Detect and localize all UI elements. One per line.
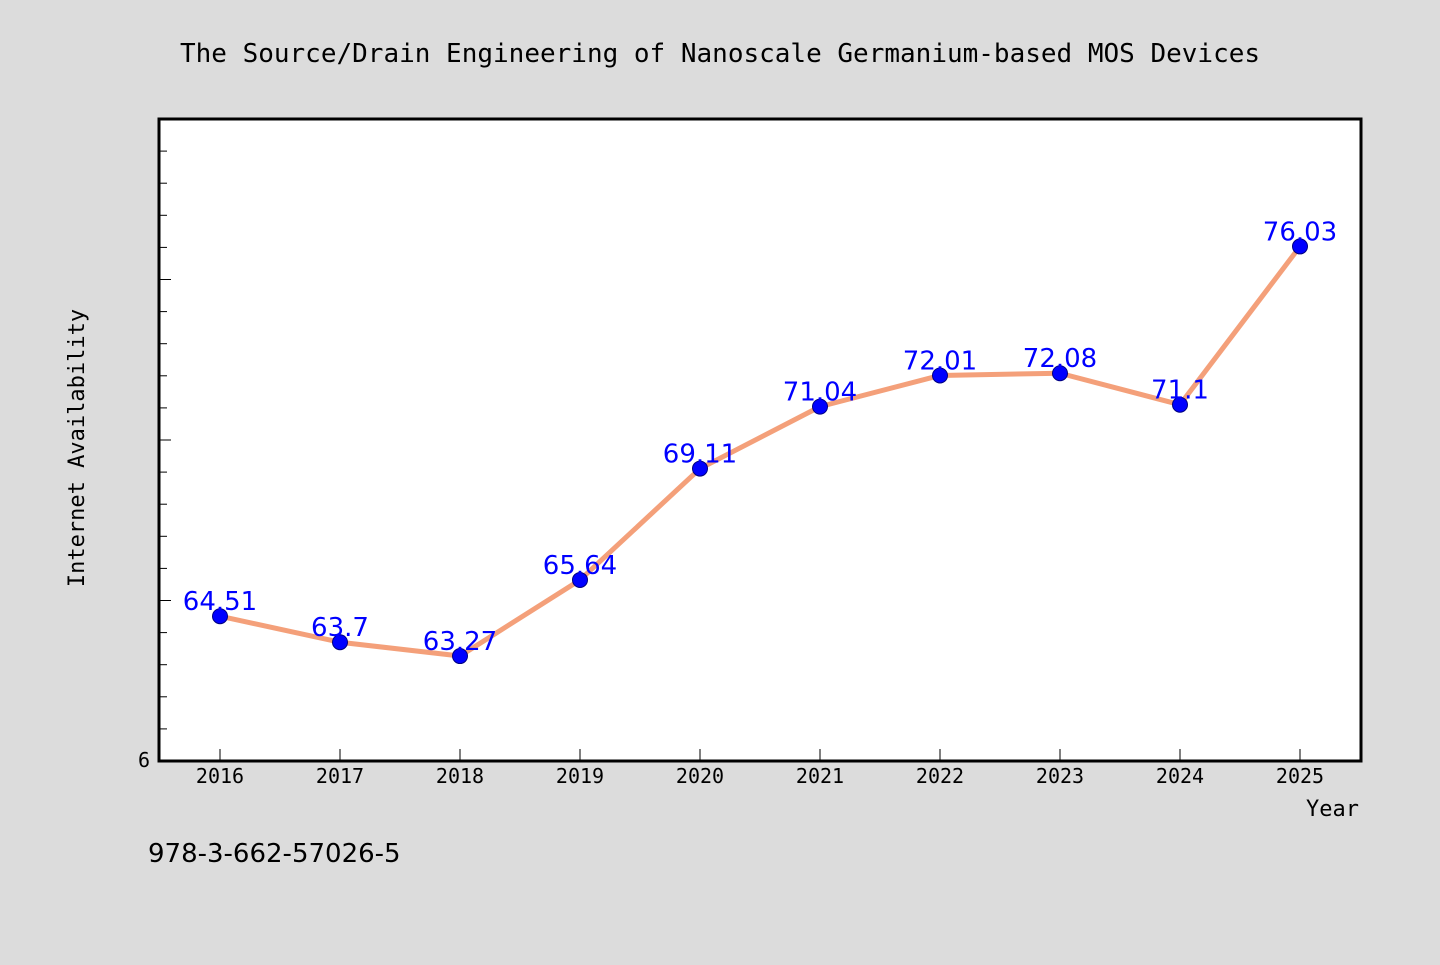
data-point bbox=[1052, 365, 1068, 382]
data-point bbox=[452, 648, 468, 665]
x-tick-label: 2018 bbox=[436, 764, 484, 788]
data-point bbox=[692, 460, 708, 477]
data-label: 76.03 bbox=[1263, 217, 1337, 247]
x-tick-label: 2019 bbox=[556, 764, 604, 788]
data-label: 65.64 bbox=[543, 551, 617, 581]
series-line-group bbox=[217, 243, 1303, 659]
isbn-text: 978-3-662-57026-5 bbox=[148, 839, 401, 869]
data-point bbox=[1172, 396, 1188, 413]
x-tick-label: 2025 bbox=[1276, 764, 1324, 788]
data-labels-group: 64.51 63.7 63.27 65.64 69.11 71.04 72.01 72.08 7… bbox=[183, 217, 1337, 657]
data-point bbox=[812, 398, 828, 415]
data-label: 71.1 bbox=[1151, 376, 1209, 406]
x-tick-label: 2017 bbox=[316, 764, 364, 788]
x-axis-ticks bbox=[219, 749, 1301, 761]
x-tick-label: 2024 bbox=[1156, 764, 1204, 788]
y-axis-ticks bbox=[159, 118, 171, 762]
data-point bbox=[1292, 238, 1308, 255]
data-label: 63.7 bbox=[311, 613, 369, 643]
series-line bbox=[217, 243, 1303, 659]
x-tick-label: 2022 bbox=[916, 764, 964, 788]
y-tick-label: 6 bbox=[138, 748, 150, 772]
data-label: 63.27 bbox=[423, 627, 497, 657]
chart-title: The Source/Drain Engineering of Nanoscal… bbox=[180, 39, 1260, 69]
data-label: 71.04 bbox=[783, 378, 857, 408]
data-label: 72.01 bbox=[903, 346, 977, 376]
x-tick-label: 2016 bbox=[196, 764, 244, 788]
data-point bbox=[572, 571, 588, 588]
x-tick-label: 2023 bbox=[1036, 764, 1084, 788]
x-axis-tick-labels: 2016 2017 2018 2019 2020 2021 2022 2023 2024 2025 bbox=[196, 764, 1324, 788]
data-point bbox=[932, 367, 948, 384]
data-point bbox=[332, 634, 348, 651]
x-axis-label: Year bbox=[1306, 797, 1359, 822]
data-point bbox=[212, 608, 228, 625]
x-tick-label: 2020 bbox=[676, 764, 724, 788]
data-label: 72.08 bbox=[1023, 344, 1097, 374]
series-markers-group bbox=[212, 238, 1308, 665]
data-label: 69.11 bbox=[663, 440, 737, 470]
x-tick-label: 2021 bbox=[796, 764, 844, 788]
y-axis-label: Internet Availability bbox=[65, 309, 90, 587]
data-label: 64.51 bbox=[183, 587, 257, 617]
